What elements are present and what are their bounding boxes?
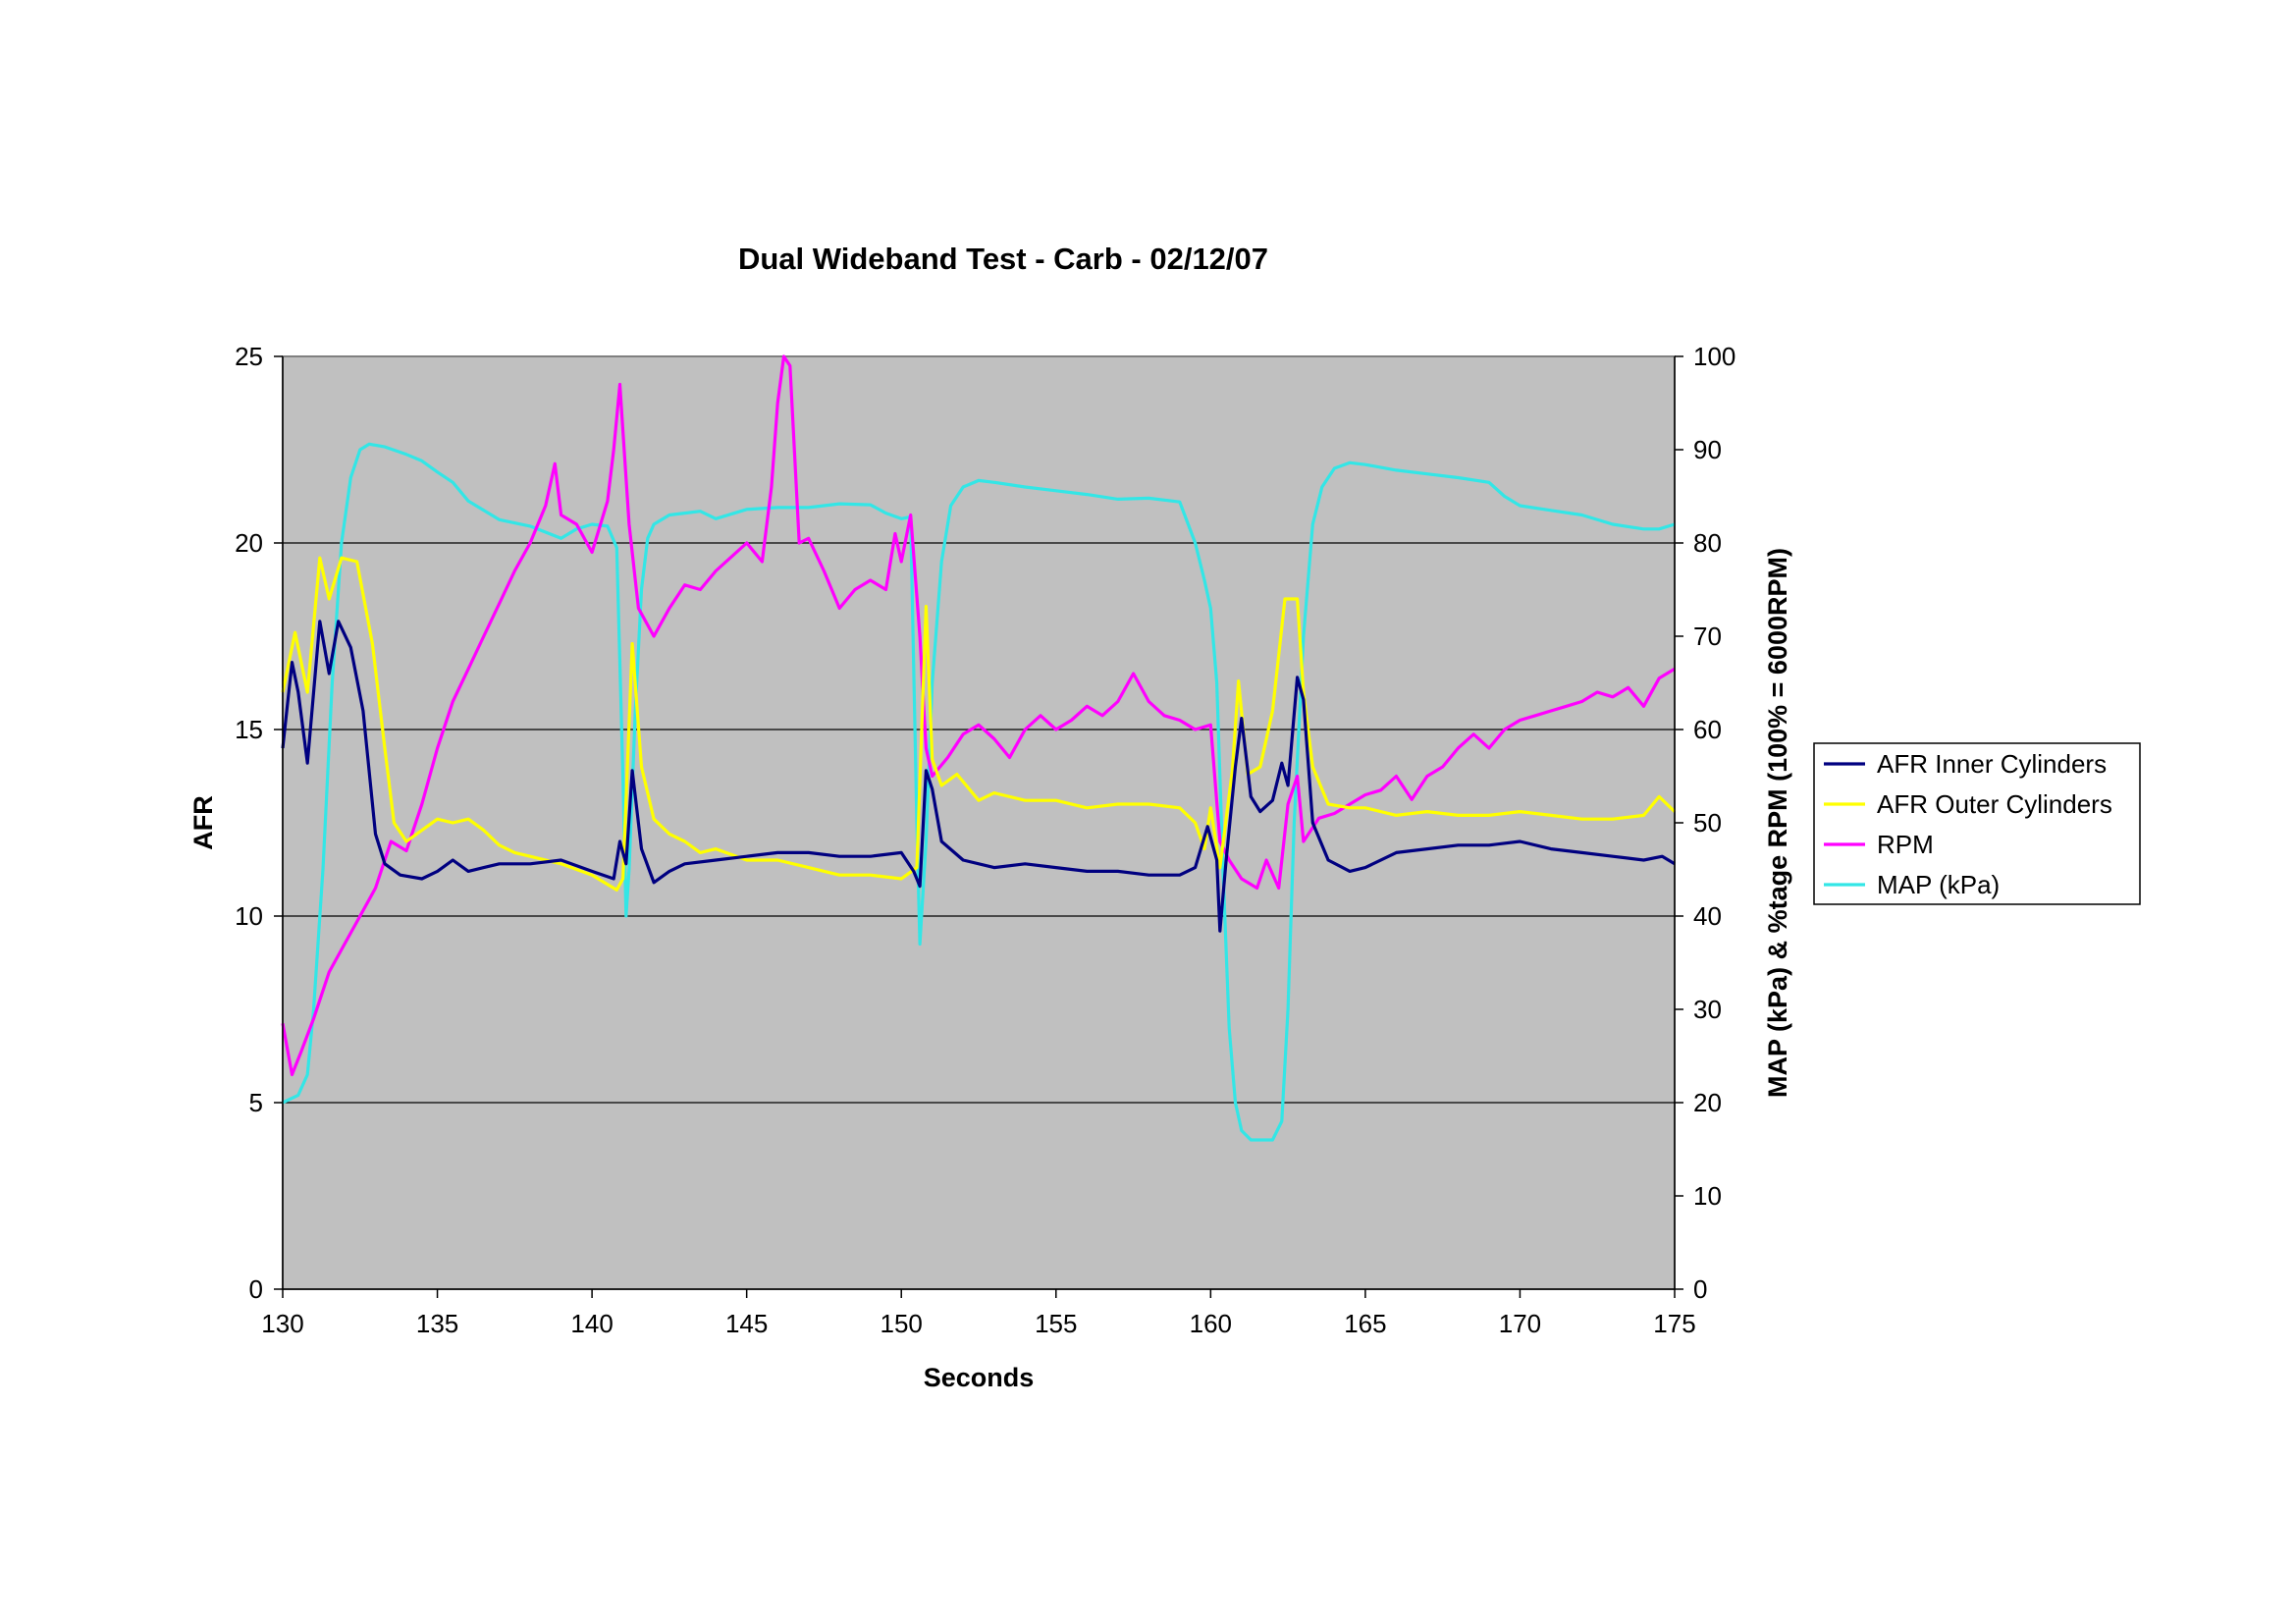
chart-title: Dual Wideband Test - Carb - 02/12/07 xyxy=(738,242,1268,276)
y-tick-label: 0 xyxy=(249,1274,263,1304)
y-tick-label: 5 xyxy=(249,1088,263,1117)
x-tick-label: 140 xyxy=(570,1309,613,1338)
x-axis: 130 135 140 145 150 155 160 165 170 175 xyxy=(261,1288,1696,1338)
y2-tick-label: 10 xyxy=(1693,1181,1722,1211)
legend-box xyxy=(1813,742,2141,905)
x-tick-label: 175 xyxy=(1653,1309,1695,1338)
y-axis-left: 0 5 10 15 20 25 xyxy=(235,342,284,1304)
y2-tick-label: 100 xyxy=(1693,342,1735,371)
y2-tick-label: 80 xyxy=(1693,528,1722,558)
y2-tick-label: 20 xyxy=(1693,1088,1722,1117)
y-tick-label: 20 xyxy=(235,528,263,558)
y2-tick-label: 50 xyxy=(1693,808,1722,838)
series-line-1 xyxy=(281,556,1677,893)
y2-tick-label: 60 xyxy=(1693,715,1722,744)
x-tick-label: 170 xyxy=(1499,1309,1541,1338)
x-tick-label: 130 xyxy=(261,1309,303,1338)
series-line-2 xyxy=(281,354,1676,1077)
x-tick-label: 155 xyxy=(1035,1309,1077,1338)
y2-tick-label: 70 xyxy=(1693,622,1722,651)
x-tick-label: 165 xyxy=(1344,1309,1386,1338)
series-line-3 xyxy=(282,442,1676,1142)
legend: AFR Inner Cylinders AFR Outer Cylinders RP… xyxy=(1813,742,2141,905)
legend-label: RPM xyxy=(1877,830,1934,859)
x-tick-label: 160 xyxy=(1190,1309,1232,1338)
x-axis-title: Seconds xyxy=(924,1363,1035,1392)
series-layer xyxy=(281,354,1677,1142)
x-tick-label: 150 xyxy=(881,1309,923,1338)
y-tick-label: 25 xyxy=(235,342,263,371)
grid-lines xyxy=(283,542,1675,1104)
y2-tick-label: 30 xyxy=(1693,995,1722,1024)
legend-label: AFR Inner Cylinders xyxy=(1877,749,2107,779)
legend-label: MAP (kPa) xyxy=(1877,870,2000,899)
x-tick-label: 145 xyxy=(725,1309,768,1338)
legend-label: AFR Outer Cylinders xyxy=(1877,789,2112,819)
y-axis-left-title: AFR xyxy=(188,795,218,850)
y-tick-label: 15 xyxy=(235,715,263,744)
y2-tick-label: 40 xyxy=(1693,901,1722,931)
series-line-0 xyxy=(281,620,1676,933)
y2-tick-label: 0 xyxy=(1693,1274,1707,1304)
y-tick-label: 10 xyxy=(235,901,263,931)
plot-area xyxy=(282,355,1676,1290)
x-tick-label: 135 xyxy=(416,1309,458,1338)
y2-tick-label: 90 xyxy=(1693,435,1722,464)
y-axis-right-title: MAP (kPa) & %tage RPM (100% = 6000RPM) xyxy=(1763,548,1792,1098)
y-axis-right: 0 10 20 30 40 50 60 70 80 90 100 xyxy=(1674,342,1735,1304)
